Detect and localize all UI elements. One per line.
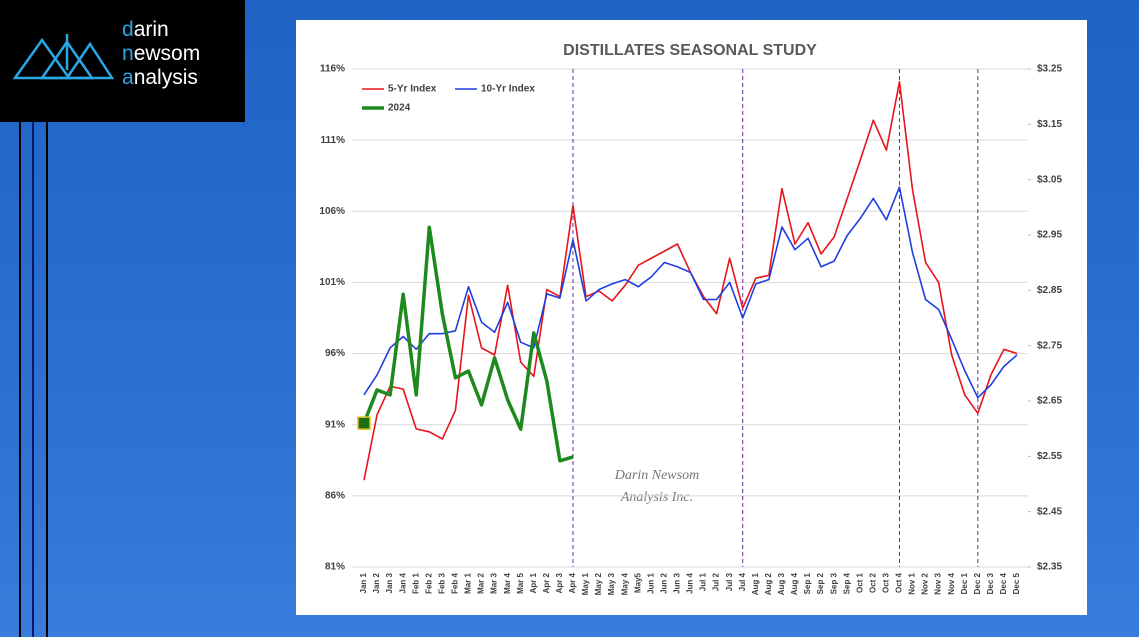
- x-tick-label: Mar 3: [490, 572, 499, 593]
- chart-title: DISTILLATES SEASONAL STUDY: [563, 42, 817, 59]
- x-tick-label: Feb 3: [437, 572, 446, 593]
- x-tick-label: Dec 4: [999, 572, 1008, 594]
- point-marker: [357, 416, 371, 430]
- x-tick-label: Mar 2: [477, 572, 486, 593]
- x-tick-label: Oct 1: [855, 572, 864, 593]
- chart-panel: [296, 20, 1087, 615]
- legend-label: 2024: [388, 103, 411, 114]
- x-tick-label: May 2: [594, 572, 603, 595]
- x-tick-label: Nov 3: [934, 572, 943, 594]
- y2-tick-label: $2.65: [1037, 396, 1062, 407]
- watermark: Analysis Inc.: [620, 490, 693, 505]
- x-tick-label: Mar 4: [503, 572, 512, 593]
- y-tick-label: 81%: [325, 562, 345, 573]
- x-tick-label: Sep 3: [829, 572, 838, 594]
- x-tick-label: Dec 5: [1012, 572, 1021, 594]
- x-tick-label: Dec 1: [960, 572, 969, 594]
- y-tick-label: 96%: [325, 348, 345, 359]
- y-tick-label: 106%: [319, 206, 345, 217]
- x-tick-label: Jul 3: [725, 572, 734, 591]
- x-tick-label: Jul 4: [738, 572, 747, 591]
- x-tick-label: Jan 4: [398, 572, 407, 593]
- x-tick-label: Oct 2: [868, 572, 877, 593]
- x-tick-label: Nov 1: [908, 572, 917, 594]
- x-tick-label: Jul 2: [712, 572, 721, 591]
- logo: darin newsom analysis: [0, 0, 245, 122]
- y2-tick-label: $3.15: [1037, 119, 1062, 130]
- x-tick-label: Apr 4: [568, 572, 577, 593]
- x-tick-label: Mar 1: [464, 572, 473, 593]
- logo-word: analysis: [122, 66, 198, 89]
- legend-label: 10-Yr Index: [481, 84, 535, 95]
- x-tick-label: Nov 4: [947, 572, 956, 594]
- x-tick-label: May 1: [581, 572, 590, 595]
- x-tick-label: Nov 2: [921, 572, 930, 594]
- legend: 5-Yr Index 10-Yr Index 2024: [362, 84, 535, 114]
- x-tick-label: Aug 1: [751, 572, 760, 595]
- x-tick-label: Aug 4: [790, 572, 799, 595]
- x-tick-label: May 4: [620, 572, 629, 595]
- legend-label: 5-Yr Index: [388, 84, 437, 95]
- x-tick-label: Feb 1: [411, 572, 420, 593]
- y-tick-label: 116%: [320, 64, 345, 75]
- y2-tick-label: $2.85: [1037, 285, 1062, 296]
- x-tick-label: Jan 3: [385, 572, 394, 593]
- x-tick-label: Apr 1: [529, 572, 538, 593]
- x-tick-label: Jun 3: [673, 572, 682, 593]
- x-tick-label: May 3: [607, 572, 616, 595]
- x-tick-label: May5: [633, 572, 642, 593]
- logo-text: darin newsom analysis: [122, 18, 200, 90]
- x-tick-label: Jun 1: [646, 572, 655, 593]
- x-tick-label: Jun 4: [686, 572, 695, 593]
- y2-tick-label: $2.75: [1037, 340, 1062, 351]
- x-tick-label: Feb 2: [424, 572, 433, 593]
- y2-tick-label: $2.95: [1037, 230, 1062, 241]
- x-tick-label: Apr 2: [542, 572, 551, 593]
- x-tick-label: Mar 5: [516, 572, 525, 593]
- x-tick-label: Dec 3: [986, 572, 995, 594]
- y2-tick-label: $3.05: [1037, 174, 1062, 185]
- watermark: Darin Newsom: [614, 468, 699, 483]
- x-tick-label: Feb 4: [451, 572, 460, 593]
- x-tick-label: Jun 2: [659, 572, 668, 593]
- y2-tick-label: $2.55: [1037, 451, 1062, 462]
- series-line: [363, 186, 1018, 399]
- x-tick-label: Dec 2: [973, 572, 982, 594]
- x-tick-label: Jul 1: [699, 572, 708, 591]
- x-tick-label: Sep 2: [816, 572, 825, 594]
- y-tick-label: 101%: [319, 277, 345, 288]
- x-tick-label: Oct 3: [882, 572, 891, 593]
- x-tick-label: Sep 1: [803, 572, 812, 594]
- y2-tick-label: $3.25: [1037, 64, 1062, 75]
- y2-tick-label: $2.45: [1037, 506, 1062, 517]
- x-tick-label: Aug 2: [764, 572, 773, 595]
- logo-word: newsom: [122, 42, 201, 65]
- x-tick-label: Aug 3: [777, 572, 786, 595]
- logo-word: darin: [122, 18, 169, 41]
- logo-icon: [12, 34, 115, 80]
- x-tick-label: Sep 4: [842, 572, 851, 594]
- y-tick-label: 91%: [325, 419, 345, 430]
- y-tick-label: 86%: [325, 490, 345, 501]
- x-tick-label: Jan 1: [359, 572, 368, 593]
- x-tick-label: Apr 3: [555, 572, 564, 593]
- x-tick-label: Oct 4: [895, 572, 904, 593]
- x-tick-label: Jan 2: [372, 572, 381, 593]
- y2-tick-label: $2.35: [1037, 562, 1062, 573]
- y-tick-label: 111%: [321, 135, 346, 146]
- series-line: [362, 225, 574, 463]
